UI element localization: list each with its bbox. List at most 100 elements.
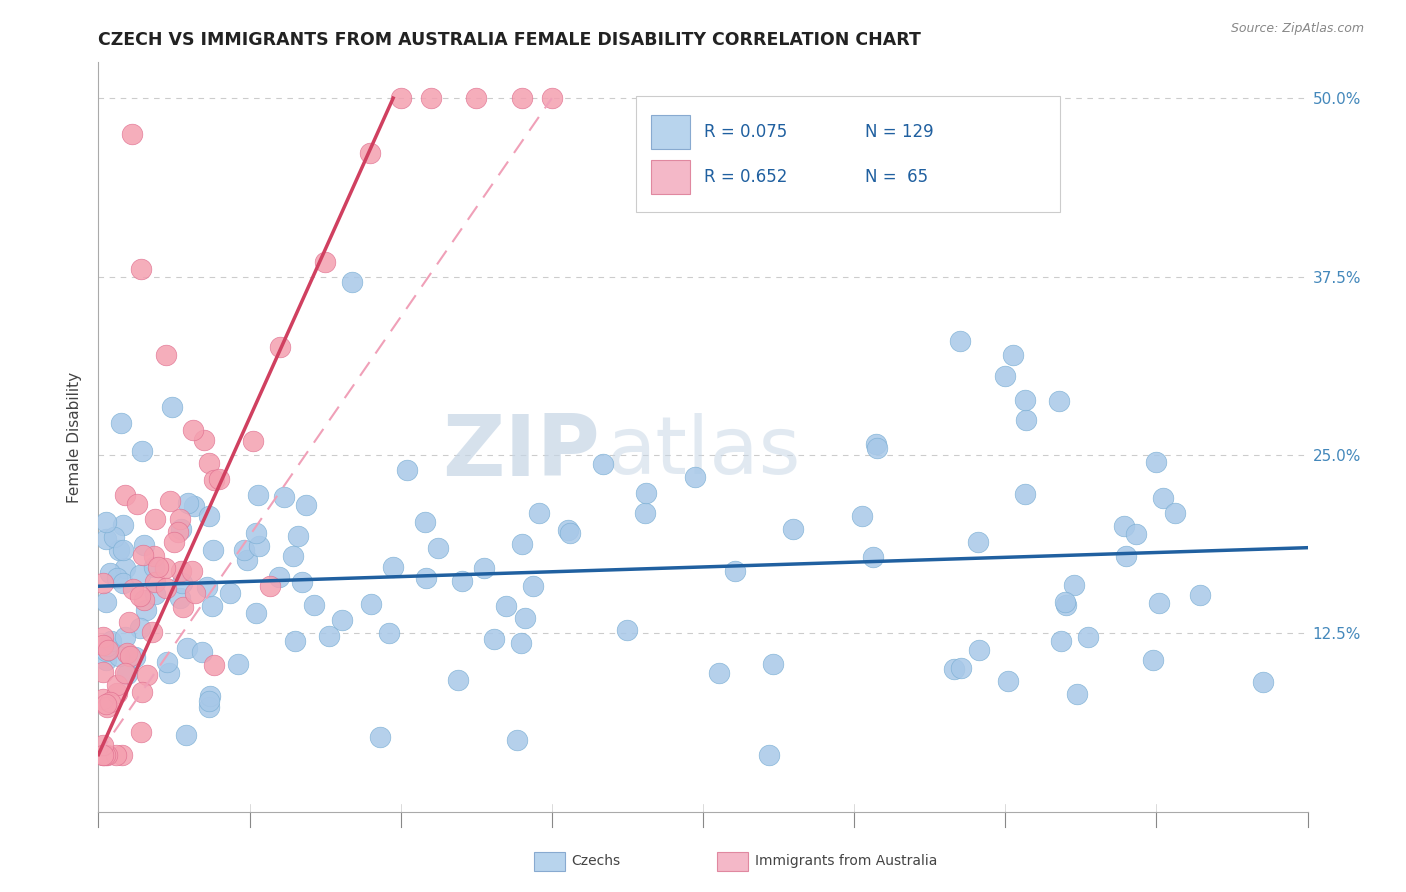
Point — [522, 579, 544, 593]
Point — [114, 488, 136, 502]
Point — [121, 127, 143, 141]
Point — [758, 747, 780, 762]
Point — [360, 597, 382, 611]
Text: R = 0.075: R = 0.075 — [704, 123, 787, 141]
Point — [395, 463, 418, 477]
Text: N = 129: N = 129 — [865, 123, 934, 141]
Point — [1014, 487, 1036, 501]
Point — [465, 91, 488, 105]
Point — [314, 255, 336, 269]
Point — [1188, 588, 1211, 602]
Point — [91, 638, 114, 652]
Point — [997, 674, 1019, 689]
Point — [181, 564, 204, 578]
Point — [1014, 393, 1036, 408]
Text: ZIP: ZIP — [443, 410, 600, 493]
Point — [91, 738, 114, 752]
Point — [122, 582, 145, 596]
Text: CZECH VS IMMIGRANTS FROM AUSTRALIA FEMALE DISABILITY CORRELATION CHART: CZECH VS IMMIGRANTS FROM AUSTRALIA FEMAL… — [98, 31, 921, 49]
Point — [183, 499, 205, 513]
Point — [169, 564, 191, 578]
Point — [105, 747, 128, 762]
Point — [191, 645, 214, 659]
Point — [201, 543, 224, 558]
Point — [143, 549, 166, 564]
Point — [129, 589, 152, 603]
Point — [236, 553, 259, 567]
Point — [1112, 519, 1135, 533]
Point — [100, 634, 122, 648]
Point — [495, 599, 517, 613]
Point — [426, 541, 449, 555]
Point — [873, 191, 896, 205]
Text: atlas: atlas — [606, 413, 800, 491]
Point — [661, 177, 683, 191]
Point — [172, 600, 194, 615]
Point — [156, 655, 179, 669]
Point — [145, 512, 167, 526]
Point — [155, 581, 177, 595]
Point — [94, 698, 117, 712]
Point — [245, 606, 267, 620]
Point — [111, 543, 134, 558]
Point — [114, 666, 136, 681]
Point — [170, 576, 193, 591]
Point — [202, 473, 225, 487]
Point — [247, 539, 270, 553]
Point — [98, 566, 121, 581]
Point — [163, 534, 186, 549]
Point — [193, 433, 215, 447]
Point — [155, 561, 177, 575]
Point — [94, 644, 117, 658]
Point — [105, 678, 128, 692]
Point — [1142, 653, 1164, 667]
Point — [202, 658, 225, 673]
Point — [169, 591, 191, 605]
Point — [114, 561, 136, 575]
Point — [170, 522, 193, 536]
Point — [634, 485, 657, 500]
Point — [1164, 506, 1187, 520]
Point — [1054, 598, 1077, 612]
Point — [295, 498, 318, 512]
Point — [246, 488, 269, 502]
Point — [94, 532, 117, 546]
Point — [197, 508, 219, 523]
Point — [166, 525, 188, 540]
Point — [762, 657, 785, 672]
Point — [103, 530, 125, 544]
Point — [1115, 549, 1137, 563]
Point — [318, 629, 340, 643]
Point — [994, 369, 1017, 384]
Point — [281, 549, 304, 563]
Point — [420, 91, 443, 105]
Point — [177, 496, 200, 510]
Text: Czechs: Czechs — [571, 854, 620, 868]
Point — [226, 657, 249, 672]
Point — [382, 559, 405, 574]
Point — [291, 575, 314, 590]
Point — [942, 662, 965, 676]
Point — [273, 490, 295, 504]
Point — [197, 693, 219, 707]
Point — [415, 515, 437, 529]
Point — [330, 613, 353, 627]
Point — [527, 506, 550, 520]
Point — [195, 580, 218, 594]
Point — [513, 611, 536, 625]
Point — [510, 537, 533, 551]
Point — [557, 524, 579, 538]
Point — [129, 621, 152, 635]
Text: R = 0.652: R = 0.652 — [704, 168, 787, 186]
Point — [865, 437, 887, 451]
Point — [132, 548, 155, 562]
Point — [159, 494, 181, 508]
Point — [94, 516, 117, 530]
Point — [368, 730, 391, 744]
Point — [112, 576, 135, 591]
Point — [967, 643, 990, 657]
Point — [233, 542, 256, 557]
Point — [451, 574, 474, 588]
Point — [304, 598, 326, 612]
Point — [135, 603, 157, 617]
